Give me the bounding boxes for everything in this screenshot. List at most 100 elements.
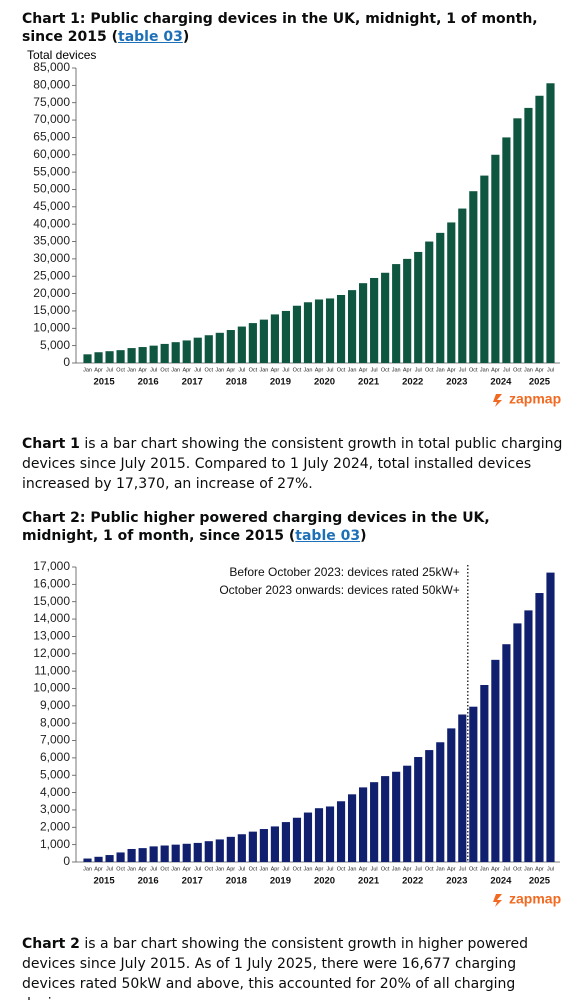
x-tick-label: Oct [293, 367, 302, 373]
year-label: 2025 [529, 377, 551, 388]
x-tick-label: Oct [337, 367, 346, 373]
bar [83, 354, 92, 363]
bar [116, 852, 125, 862]
table-link[interactable]: table 03 [295, 528, 361, 544]
x-tick-label: Jul [106, 866, 113, 872]
x-tick-label: Jan [171, 866, 180, 872]
x-tick-label: Jan [392, 367, 401, 373]
x-tick-label: Jan [392, 866, 401, 872]
bar [524, 107, 533, 363]
x-tick-label: Apr [138, 866, 147, 872]
bar [414, 757, 423, 862]
bar [248, 831, 257, 862]
bar [171, 844, 180, 862]
x-tick-label: Oct [293, 866, 302, 872]
caption: Chart 2 is a bar chart showing the consi… [22, 934, 572, 1000]
bar [347, 290, 357, 363]
x-tick-label: Jul [371, 866, 378, 872]
year-label: 2019 [270, 876, 291, 887]
x-tick-label: Jul [194, 367, 201, 373]
x-tick-label: Apr [227, 367, 236, 373]
x-tick-label: Oct [513, 367, 522, 373]
year-label: 2024 [490, 377, 512, 388]
y-tick-label: 55,000 [33, 164, 70, 178]
year-label: 2018 [226, 377, 247, 388]
bar [226, 836, 235, 862]
y-tick-label: 1,000 [40, 837, 70, 851]
x-tick-label: Jul [459, 866, 466, 872]
bar [546, 83, 555, 363]
y-tick-label: 2,000 [40, 819, 70, 833]
bar [370, 782, 379, 862]
bar [458, 208, 467, 363]
bar [524, 610, 533, 862]
x-tick-label: Jul [547, 866, 554, 872]
bar [436, 742, 445, 862]
x-tick-label: Jul [150, 367, 157, 373]
bar [513, 623, 522, 862]
y-tick-label: 75,000 [33, 95, 70, 109]
y-tick-label: 17,000 [33, 559, 70, 573]
x-tick-label: Apr [447, 367, 456, 373]
bar [127, 348, 136, 363]
x-tick-label: Apr [447, 866, 456, 872]
bar [480, 685, 489, 862]
bar [359, 283, 368, 363]
y-tick-label: 3,000 [40, 802, 70, 816]
bar [325, 806, 335, 862]
x-tick-label: Apr [535, 866, 544, 872]
x-tick-label: Jul [327, 367, 334, 373]
x-tick-label: Jan [348, 866, 357, 872]
x-tick-label: Jul [415, 367, 422, 373]
y-tick-label: 14,000 [33, 611, 70, 625]
x-tick-label: Apr [403, 367, 412, 373]
year-label: 2021 [358, 377, 380, 388]
bar [193, 337, 202, 363]
table-link[interactable]: table 03 [118, 29, 183, 45]
x-tick-label: Oct [116, 866, 125, 872]
bar [94, 352, 103, 363]
x-tick-label: Apr [315, 367, 324, 373]
bar [513, 118, 522, 363]
x-tick-label: Jan [259, 367, 268, 373]
x-tick-label: Jul [150, 866, 157, 872]
y-tick-label: 25,000 [33, 268, 70, 282]
logo: zapmap [509, 891, 561, 907]
bar [127, 848, 136, 862]
x-tick-label: Jul [238, 367, 245, 373]
x-tick-label: Jan [436, 367, 445, 373]
x-tick-label: Apr [271, 367, 280, 373]
bar [105, 351, 114, 363]
x-tick-label: Oct [425, 866, 434, 872]
bar [270, 314, 279, 363]
year-label: 2024 [490, 876, 512, 887]
bar [458, 714, 467, 862]
bar [303, 302, 313, 363]
x-tick-label: Jan [304, 367, 313, 373]
bar [138, 848, 147, 862]
bar [403, 765, 412, 862]
x-tick-label: Jul [547, 367, 554, 373]
bar [160, 845, 169, 862]
bar [392, 771, 401, 862]
logo: zapmap [509, 391, 561, 407]
bar [138, 347, 147, 363]
y-tick-label: 65,000 [33, 130, 70, 144]
y-axis-label: Total devices [27, 48, 96, 62]
x-tick-label: Apr [182, 866, 191, 872]
bar [193, 842, 202, 862]
y-tick-label: 5,000 [40, 767, 70, 781]
x-tick-label: Jul [459, 367, 466, 373]
x-tick-label: Jan [83, 866, 92, 872]
x-tick-label: Jul [194, 866, 201, 872]
title-text: Chart 1: Public charging devices in the … [22, 11, 538, 45]
y-tick-label: 9,000 [40, 698, 70, 712]
x-tick-label: Jan [436, 866, 445, 872]
bar [469, 191, 478, 363]
bar [491, 154, 500, 363]
x-tick-label: Jul [503, 367, 510, 373]
bar [182, 843, 191, 862]
bar [149, 846, 158, 862]
x-tick-label: Jan [215, 367, 224, 373]
